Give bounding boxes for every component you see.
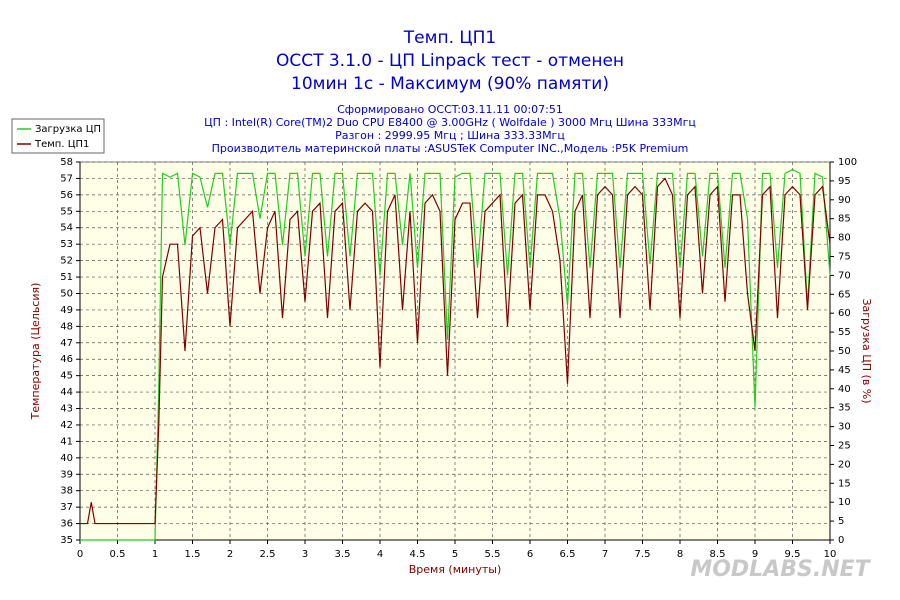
data-line [80,168,831,541]
y-tick-label: 44 [60,387,73,398]
y2-tick-label: 40 [838,384,851,395]
y-tick-label: 53 [60,239,73,250]
y-tick-label: 54 [60,223,73,234]
info-line: ЦП : Intel(R) Core(TM)2 Duo CPU E8400 @ … [204,116,696,129]
y2-tick-label: 15 [838,478,851,489]
x-tick-label: 5 [452,549,458,560]
x-tick-label: 9.5 [785,549,801,560]
x-tick-label: 3 [302,549,308,560]
x-tick-label: 9 [752,549,758,560]
y2-tick-label: 20 [838,459,851,470]
info-line: Производитель материнской платы :ASUSTeK… [212,142,689,155]
y-tick-label: 37 [60,502,73,513]
legend [11,118,105,154]
y2-tick-label: 85 [838,214,851,225]
x-tick-label: 1 [152,549,158,560]
y-tick-label: 46 [60,354,73,365]
y-tick-label: 55 [60,206,73,217]
y-tick-label: 58 [60,157,73,168]
x-tick-label: 2.5 [260,549,276,560]
chart-title: Темп. ЦП1 [403,28,496,48]
y-tick-label: 47 [60,338,73,349]
y2-tick-label: 90 [838,195,851,206]
x-tick-label: 7 [602,549,608,560]
watermark: MODLABS.NET [690,557,871,582]
y-axis-label: Температура (Цельсия) [29,283,42,421]
y2-tick-label: 65 [838,289,851,300]
x-tick-label: 8.5 [710,549,726,560]
y2-tick-label: 75 [838,252,851,263]
y2-tick-label: 45 [838,365,851,376]
x-axis-label: Время (минуты) [409,563,502,576]
legend-label: Темп. ЦП1 [34,139,89,150]
y-tick-label: 52 [60,256,73,267]
y2-tick-label: 10 [838,497,851,508]
chart-subtitle: 10мин 1с - Максимум (90% памяти) [291,74,609,94]
x-tick-label: 8 [677,549,683,560]
y2-tick-label: 0 [838,535,844,546]
x-tick-label: 4.5 [410,549,426,560]
y2-axis-label: Загрузка ЦП (в %) [860,298,873,403]
y-tick-label: 51 [60,272,73,283]
y-tick-label: 43 [60,404,73,415]
y-tick-label: 42 [60,420,73,431]
y-tick-label: 57 [60,173,73,184]
y2-tick-label: 50 [838,346,851,357]
y-tick-label: 41 [60,436,73,447]
y2-tick-label: 35 [838,403,851,414]
x-tick-label: 0 [77,549,83,560]
y-tick-label: 48 [60,321,73,332]
x-tick-label: 10 [824,549,837,560]
y2-tick-label: 30 [838,422,851,433]
y-tick-label: 56 [60,190,73,201]
y-tick-label: 45 [60,371,73,382]
y-tick-label: 35 [60,535,73,546]
y-tick-label: 49 [60,305,73,316]
x-tick-label: 7.5 [635,549,651,560]
y-tick-label: 36 [60,519,73,530]
x-tick-label: 4 [377,549,383,560]
y2-tick-label: 60 [838,308,851,319]
y2-tick-label: 80 [838,233,851,244]
y2-tick-label: 70 [838,270,851,281]
x-tick-label: 6 [527,549,533,560]
y-tick-label: 39 [60,469,73,480]
data-line [80,177,831,525]
legend-label: Загрузка ЦП [35,124,101,135]
y2-tick-label: 100 [838,157,857,168]
y2-tick-label: 55 [838,327,851,338]
y2-tick-label: 95 [838,176,851,187]
y-tick-label: 50 [60,288,73,299]
y2-tick-label: 5 [838,516,844,527]
y-tick-label: 38 [60,486,73,497]
chart-subtitle: OCCT 3.1.0 - ЦП Linpack тест - отменен [276,51,624,71]
x-tick-label: 3.5 [335,549,351,560]
y2-tick-label: 25 [838,441,851,452]
x-tick-label: 0.5 [110,549,126,560]
x-tick-label: 1.5 [185,549,201,560]
x-tick-label: 2 [227,549,233,560]
info-line: Разгон : 2999.95 Мгц ; Шина 333.33Мгц [335,129,565,142]
x-tick-label: 6.5 [560,549,576,560]
y-tick-label: 40 [60,453,73,464]
info-line: Сформировано OCCT:03.11.11 00:07:51 [337,103,563,116]
x-tick-label: 5.5 [485,549,501,560]
